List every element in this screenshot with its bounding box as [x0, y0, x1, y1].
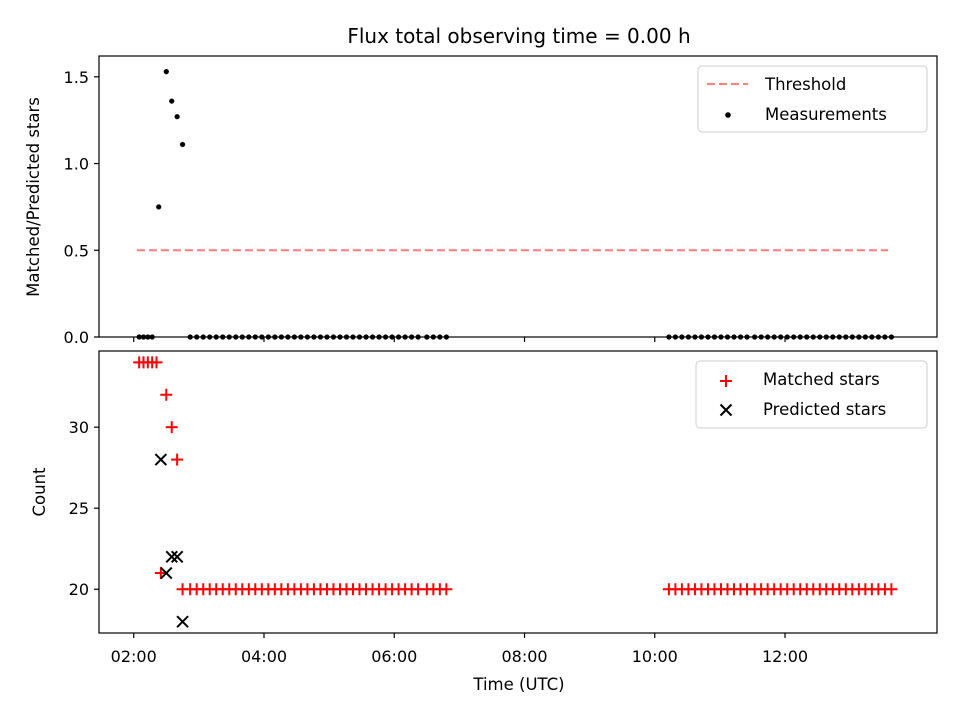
- star-count-panel: 20 25 30 02:00 04:00 06:00 08:00 10:00 12:00 Co…: [30, 350, 938, 694]
- measurement-point: [174, 114, 180, 120]
- ratio-y-axis-label: Matched/Predicted stars: [24, 97, 43, 297]
- ratio-legend: Threshold Measurements: [697, 65, 928, 133]
- x-tick-label: 10:00: [632, 647, 678, 666]
- x-tick-label: 04:00: [241, 647, 287, 666]
- count-legend-box: [695, 360, 928, 429]
- ratio-y-axis-ticks: 0.0 0.5 1.0 1.5: [64, 68, 99, 347]
- predicted-star-point: [154, 453, 168, 466]
- predicted-star-point: [160, 566, 173, 580]
- count-plot-frame: [98, 350, 938, 634]
- ratio-legend-box: [697, 65, 928, 133]
- matched-star-point: [154, 567, 167, 580]
- predicted-star-point: [176, 615, 189, 628]
- flux-ratio-panel: 0.0 0.5 1.0 1.5 Matched/Predicted stars Thr…: [24, 55, 938, 347]
- matched-star-point: [171, 453, 184, 466]
- legend-matched-label: Matched stars: [763, 370, 880, 389]
- count-legend: Matched stars Predicted stars: [695, 360, 928, 429]
- matched-star-point: [160, 388, 173, 401]
- measurement-point: [169, 98, 175, 104]
- ratio-x-axis-ticks: [133, 337, 786, 342]
- count-y-axis-ticks: 20 25 30: [69, 418, 99, 599]
- y-tick-label: 25: [69, 499, 89, 518]
- y-tick-label: 30: [69, 418, 89, 437]
- legend-predicted-marker: [719, 403, 733, 417]
- y-tick-label: 1.0: [64, 155, 89, 174]
- matched-star-point: [885, 583, 898, 596]
- y-tick-label: 0.0: [64, 328, 89, 347]
- matched-star-point: [150, 356, 163, 369]
- x-tick-label: 12:00: [762, 647, 808, 666]
- legend-measurements-label: Measurements: [765, 105, 887, 124]
- predicted-star-point: [170, 550, 184, 564]
- predicted-star-point: [165, 550, 178, 564]
- measurement-point: [156, 204, 162, 210]
- legend-predicted-swatch: [719, 403, 733, 417]
- star-count-points: [133, 356, 898, 628]
- count-y-axis-label: Count: [30, 467, 49, 517]
- x-tick-label: 02:00: [111, 647, 157, 666]
- y-tick-label: 20: [69, 580, 89, 599]
- matched-star-point: [440, 583, 453, 596]
- y-tick-label: 1.5: [64, 68, 89, 87]
- x-tick-label: 08:00: [501, 647, 547, 666]
- y-tick-label: 0.5: [64, 241, 89, 260]
- x-tick-label: 06:00: [371, 647, 417, 666]
- x-axis-label: Time (UTC): [472, 675, 564, 694]
- measurement-point: [179, 141, 186, 148]
- legend-matched-marker: [720, 375, 732, 387]
- legend-matched-swatch: [720, 375, 732, 387]
- legend-measurements-swatch: [725, 112, 731, 118]
- matched-star-point: [165, 421, 178, 434]
- legend-predicted-label: Predicted stars: [763, 400, 886, 419]
- measurement-point: [163, 69, 169, 75]
- ratio-plot-frame: [98, 55, 938, 338]
- count-x-axis-ticks: 02:00 04:00 06:00 08:00 10:00 12:00: [111, 633, 808, 666]
- legend-threshold-label: Threshold: [764, 75, 846, 94]
- chart-title: Flux total observing time = 0.00 h: [347, 24, 690, 48]
